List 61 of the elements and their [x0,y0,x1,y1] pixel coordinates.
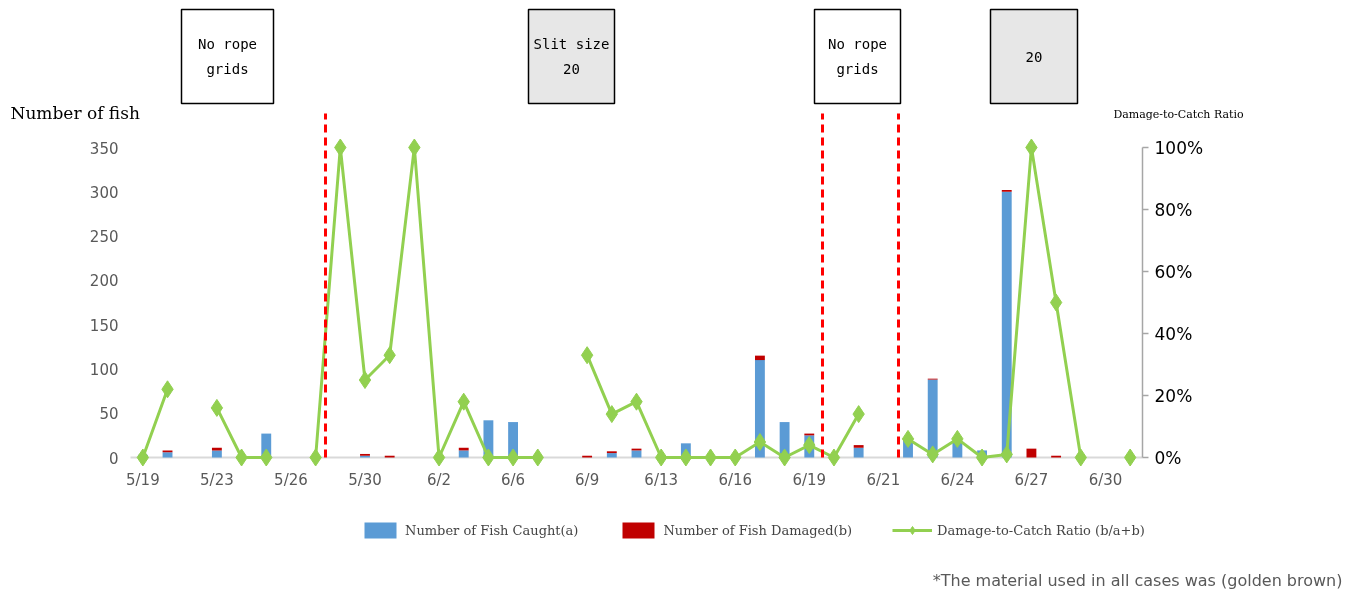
point [210,398,224,417]
y-tick-label: 100 [89,360,119,379]
legend-label: Damage-to-Catch Ratio (b/a+b) [937,522,1145,538]
y-tick-label: 300 [89,183,119,202]
y2-tick-label: 80% [1154,199,1193,220]
y2-tick-label: 0% [1154,447,1182,468]
x-tick-label: 6/13 [644,470,679,489]
bar [853,445,864,448]
bar [458,450,469,458]
y-tick-label: 50 [99,405,119,424]
x-tick-label: 6/6 [501,470,526,489]
point [1123,448,1137,467]
text: No rope grids [828,35,888,78]
x-tick-label: 6/19 [792,470,827,489]
y2-axis-title: Damage-to-Catch Ratio [1113,108,1244,121]
bar [211,450,222,458]
y-tick-label: 250 [89,228,119,247]
bar [853,447,864,458]
x-tick-label: 6/9 [575,470,600,489]
x-tick-label: 6/24 [940,470,975,489]
x-tick-label: 6/16 [718,470,753,489]
y2-tick-label: 100% [1154,137,1204,158]
y2-tick-label: 20% [1154,385,1193,406]
x-tick-label: 6/2 [426,470,452,489]
bar [162,452,173,458]
x-tick-label: 5/23 [200,470,234,489]
bar [606,453,617,458]
text: *The material used in all cases was (golden brown) [932,571,1343,590]
bar [631,450,642,458]
point [506,448,520,467]
y-axis-title: Number of fish [10,102,140,123]
text: Slit size 20 [533,35,610,78]
point [753,433,767,451]
x-tick-label: 6/27 [1014,470,1049,489]
bar [1001,191,1012,458]
x-tick-label: 5/19 [126,470,160,489]
y2-tick-label: 40% [1154,323,1193,344]
y-tick-label: 350 [89,139,119,158]
point [901,429,915,448]
y-tick-label: 150 [89,316,119,335]
bar [1026,448,1037,458]
y-tick-label: 200 [89,272,119,291]
legend-label: Number of Fish Caught(a) [405,522,579,538]
point [975,448,989,467]
x-tick-label: 6/21 [866,470,901,489]
point [827,448,841,467]
x-tick-label: 6/30 [1088,470,1123,489]
point [136,448,150,467]
x-tick-label: 5/30 [348,470,382,489]
point [432,448,446,467]
point [1049,293,1063,312]
point [580,346,594,365]
legend-label: Number of Fish Damaged(b) [663,522,853,538]
x-tick-label: 5/26 [274,470,308,489]
bar [754,355,765,361]
y2-tick-label: 60% [1154,261,1193,282]
text: 20 [1025,48,1043,65]
point [679,448,693,467]
y-tick-label: 0 [108,449,119,468]
text: No rope grids [198,35,258,78]
point [358,371,372,389]
